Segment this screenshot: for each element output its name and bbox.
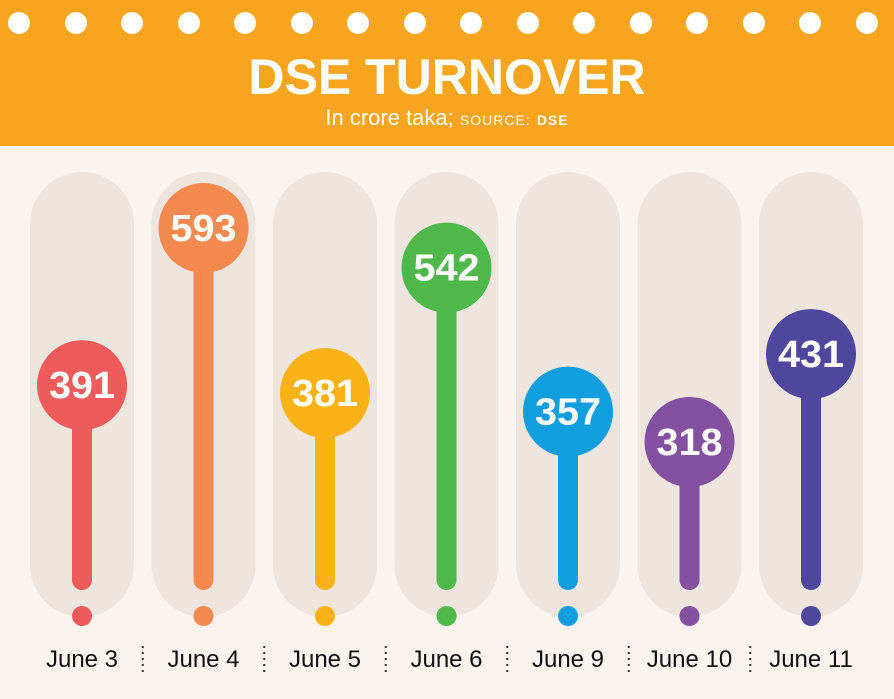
category-label: June 4 <box>167 646 239 673</box>
value-circle <box>401 222 492 313</box>
value-label: 318 <box>657 422 723 464</box>
value-label: 391 <box>49 365 115 407</box>
binder-ring <box>64 12 87 34</box>
value-circle <box>37 340 127 431</box>
value-circle <box>766 309 856 400</box>
binder-ring <box>686 12 708 34</box>
value-label: 593 <box>171 208 237 250</box>
base-dot <box>558 606 578 626</box>
base-dot <box>801 606 821 626</box>
binder-ring <box>290 12 313 34</box>
binder-ring <box>742 12 765 34</box>
source-name: DSE <box>536 112 569 128</box>
binder-ring <box>234 12 256 34</box>
value-label: 542 <box>414 248 480 290</box>
value-circle <box>644 397 735 487</box>
source-label: SOURCE: <box>459 112 531 128</box>
category-label: June 11 <box>769 646 853 673</box>
binder-ring <box>629 12 652 34</box>
header-banner: DSE TURNOVER In crore taka; SOURCE: DSE <box>0 0 894 146</box>
value-circle <box>280 347 370 438</box>
category-label: June 6 <box>410 646 482 673</box>
category-label: June 5 <box>289 646 361 673</box>
value-label: 357 <box>535 392 601 434</box>
base-dot <box>72 606 92 626</box>
category-label: June 9 <box>532 646 604 673</box>
value-circle <box>523 366 613 457</box>
binder-ring <box>403 12 426 34</box>
base-dot <box>679 606 700 626</box>
binder-ring <box>177 12 200 34</box>
category-label: June 10 <box>647 646 732 673</box>
track-pill <box>637 172 742 617</box>
value-circle <box>158 183 249 273</box>
base-dot <box>193 606 214 626</box>
binder-ring <box>121 12 143 34</box>
value-label: 381 <box>292 373 358 415</box>
binder-ring <box>347 12 369 34</box>
base-dot <box>315 606 335 626</box>
base-dot <box>436 606 457 626</box>
binder-ring <box>8 12 30 34</box>
binder-ring <box>460 12 482 34</box>
units-label: In crore taka; <box>325 105 454 130</box>
binder-ring <box>799 12 821 34</box>
chart-subtitle: In crore taka; SOURCE: DSE <box>0 104 894 134</box>
value-label: 431 <box>778 334 844 376</box>
binder-ring <box>516 12 539 34</box>
binder-ring <box>573 12 595 34</box>
chart-title: DSE TURNOVER <box>248 49 646 105</box>
binder-ring <box>855 12 878 34</box>
category-label: June 3 <box>46 646 118 673</box>
